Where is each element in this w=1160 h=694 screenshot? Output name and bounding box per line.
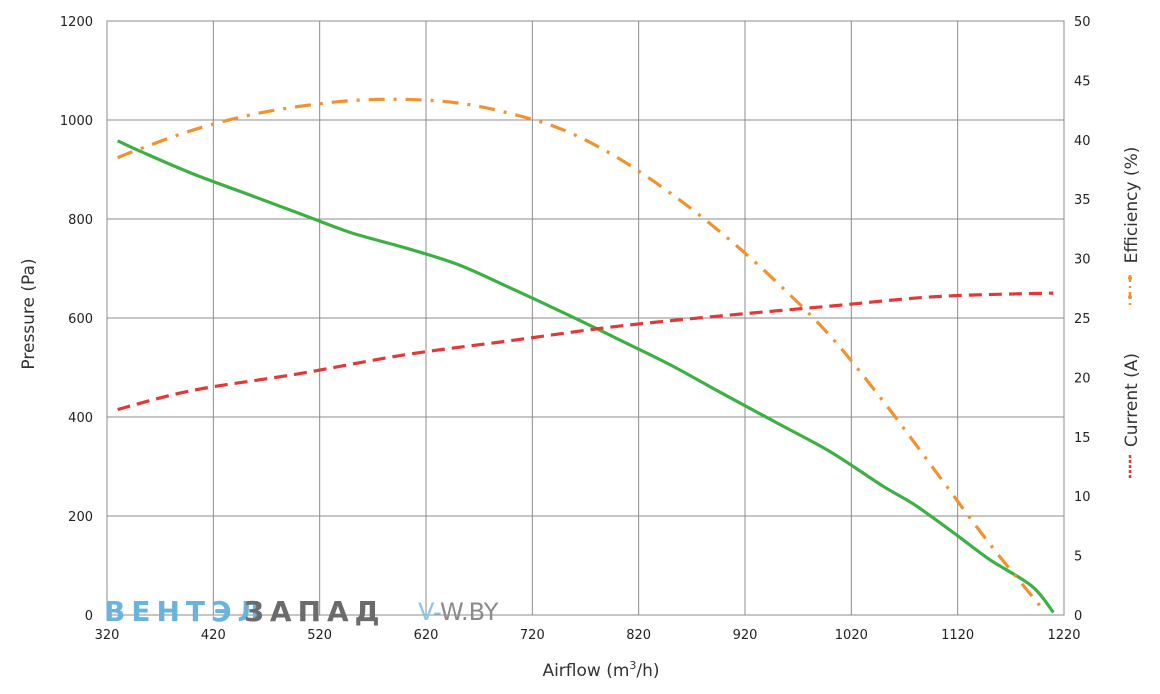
y-right-tick-label: 50 [1074,15,1091,30]
y-left-tick-label: 400 [68,411,93,426]
y-right-tick-label: 30 [1074,253,1091,268]
x-tick-label: 620 [414,628,439,643]
x-tick-label: 1120 [941,628,974,643]
y-left-tick-label: 0 [85,609,93,624]
y-right-tick-label: 35 [1074,193,1091,208]
y-right-tick-label: 0 [1074,609,1082,624]
y-right-tick-label: 15 [1074,431,1091,446]
y-left-tick-label: 800 [68,213,93,228]
y-right-tick-label: 5 [1074,550,1082,565]
x-tick-label: 920 [733,628,758,643]
y-left-tick-labels: 0 200 400 600 800 1000 1200 [60,15,93,624]
y-left-axis-title: Pressure (Pa) [19,258,39,369]
x-axis-title-superscript: 3 [629,659,636,672]
x-tick-label: 1020 [835,628,868,643]
x-tick-label: 520 [307,628,332,643]
x-tick-label: 1220 [1047,628,1080,643]
watermark-cyr-gray: ЗАПАД [244,595,386,628]
y-right-tick-label: 10 [1074,490,1091,505]
x-tick-label: 720 [520,628,545,643]
plot-border [106,20,1065,616]
y-right-axis-title-current: Current (A) [1122,353,1142,447]
y-left-tick-label: 1200 [60,15,93,30]
y-right-axis-title-efficiency: Efficiency (%) [1122,147,1142,264]
x-tick-label: 320 [95,628,120,643]
y-left-tick-label: 1000 [60,114,93,129]
y-left-tick-label: 200 [68,510,93,525]
y-right-tick-labels: 0 5 10 15 20 25 30 35 40 45 50 [1074,15,1091,624]
series-line-efficiency [117,97,1044,611]
y-left-tick-label: 600 [68,312,93,327]
series-line-current-a [117,291,1054,412]
x-tick-label: 420 [201,628,226,643]
series-group [116,97,1055,614]
x-axis-title: Airflow (m3/h) [542,659,659,681]
x-tick-label: 820 [626,628,651,643]
watermark-logo: ВЕНТЭЛ ЗАПАД V- W.BY [104,595,499,628]
y-right-tick-label: 25 [1074,312,1091,327]
series-line-pressure-pa [116,139,1055,614]
watermark-lat-gray: W.BY [440,598,499,626]
y-right-tick-label: 40 [1074,134,1091,149]
grid [106,20,1065,616]
legend-efficiency-marker [1128,295,1132,299]
watermark-cyr-blue: ВЕНТЭЛ [104,595,267,628]
x-tick-labels: 320 420 520 620 720 820 920 1020 1120 1220 [95,628,1081,643]
y-right-tick-label: 45 [1074,74,1091,89]
y-right-tick-label: 20 [1074,371,1091,386]
watermark-lat-blue: V- [418,598,442,626]
legend-efficiency-marker [1128,276,1132,280]
